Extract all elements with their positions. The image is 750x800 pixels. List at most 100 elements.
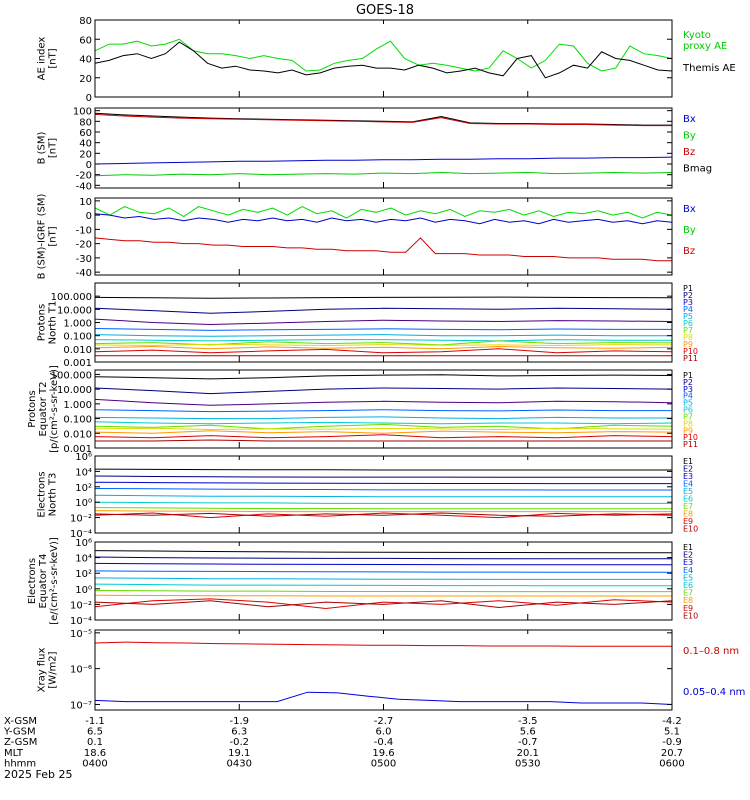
series-line-1 — [94, 641, 672, 647]
y-axis-label: [nT] — [48, 226, 59, 246]
legend-entry: E10 — [683, 611, 698, 620]
series-line-10 — [94, 512, 673, 517]
series-line-2 — [94, 41, 673, 79]
y-tick-label: 60 — [79, 128, 92, 139]
legend-entry: E1 — [683, 457, 693, 466]
y-tick-label: 20 — [79, 74, 92, 85]
series-line-3 — [94, 237, 672, 262]
legend-entry: E5 — [683, 487, 693, 496]
series-line-2 — [94, 475, 672, 478]
legend-entry: By — [683, 131, 696, 142]
legend-entry: E8 — [683, 596, 693, 605]
y-tick-label: 100 — [73, 107, 92, 118]
legend-entry: P9 — [683, 340, 693, 349]
y-tick-label: 10⁻⁵ — [70, 629, 92, 640]
series-line-2 — [94, 691, 673, 705]
legend-entry: Bmag — [683, 164, 712, 175]
legend-entry: E9 — [683, 517, 693, 526]
legend-entry: P5 — [683, 399, 693, 408]
legend-entry: P4 — [683, 392, 693, 401]
y-axis-label: Equator T4 — [38, 554, 49, 609]
legend-entry: P11 — [683, 354, 698, 363]
legend-entry: Bz — [683, 147, 695, 158]
series-line-7 — [94, 423, 673, 430]
y-tick-label: 10⁻⁴ — [70, 616, 92, 627]
legend-entry: E3 — [683, 558, 693, 567]
legend-entry: P7 — [683, 326, 693, 335]
series-line-7 — [94, 590, 672, 593]
legend-entry: P4 — [683, 305, 693, 314]
x-axis-value: 19.1 — [228, 748, 250, 759]
x-axis-value: 20.7 — [661, 748, 683, 759]
y-axis-label: AE index — [37, 37, 48, 81]
y-tick-label: 60 — [79, 35, 92, 46]
y-axis-label: [p/(cm²-s-sr-keV)] — [49, 365, 60, 453]
legend-entry: P11 — [683, 440, 698, 449]
y-tick-label: -30 — [76, 254, 92, 265]
y-tick-label: -20 — [76, 171, 92, 182]
y-tick-label: 10⁶ — [75, 538, 92, 549]
y-axis-label: [e/(cm²-s-sr-keV)] — [49, 537, 60, 625]
series-line-2 — [94, 387, 673, 395]
legend-entry: By — [683, 225, 696, 236]
panel-frame — [94, 197, 673, 276]
legend-entry: E3 — [683, 472, 693, 481]
y-tick-label: 0.010 — [63, 345, 92, 356]
y-axis-label: [nT] — [48, 138, 59, 158]
legend-entry: P7 — [683, 412, 693, 421]
legend-entry: P3 — [683, 298, 693, 307]
legend-entry: P6 — [683, 319, 693, 328]
series-line-2 — [94, 307, 673, 314]
legend-entry: E6 — [683, 495, 693, 504]
series-line-10 — [94, 434, 673, 439]
series-line-3 — [94, 398, 673, 406]
y-tick-label: 80 — [79, 117, 92, 128]
legend-entry: P8 — [683, 333, 693, 342]
panel-4: 100.000 10.000 1.000 0.100 0.010 0.001 Protons… — [37, 282, 698, 369]
x-axis-value: 5.1 — [664, 727, 680, 738]
legend-entry: P9 — [683, 426, 693, 435]
x-axis-value: 0430 — [227, 758, 252, 769]
y-tick-label: 100.000 — [51, 370, 92, 381]
legend-entry: Bx — [683, 204, 696, 215]
series-line-6 — [94, 501, 672, 504]
y-tick-label: 10⁻⁶ — [70, 665, 92, 676]
y-axis-label: North T1 — [48, 301, 59, 345]
panel-frame — [94, 107, 673, 189]
legend-entry: P2 — [683, 378, 693, 387]
x-axis-value: 0400 — [82, 758, 107, 769]
series-line-5 — [94, 494, 672, 498]
x-axis-value: 18.6 — [84, 748, 106, 759]
y-axis-label: B (SM) — [37, 131, 48, 164]
y-tick-label: 10.000 — [57, 305, 92, 316]
legend-entry: proxy AE — [683, 41, 727, 52]
y-tick-label: 0.100 — [63, 332, 92, 343]
legend-entry: E1 — [683, 543, 693, 552]
series-line-2 — [94, 556, 672, 560]
series-line-5 — [94, 416, 672, 420]
y-tick-label: 20 — [79, 149, 92, 160]
y-tick-label: 1.000 — [63, 400, 92, 411]
x-axis-value: -1.1 — [85, 716, 105, 727]
y-axis-label: [W/m2] — [48, 651, 59, 688]
series-line-5 — [94, 334, 672, 337]
series-line-8 — [94, 343, 673, 347]
series-line-1 — [94, 550, 672, 554]
y-tick-label: 40 — [79, 139, 92, 150]
y-tick-label: 10² — [75, 483, 92, 494]
series-line-2 — [94, 213, 673, 225]
series-line-4 — [94, 171, 673, 177]
legend-entry: E6 — [683, 581, 693, 590]
series-line-1 — [94, 296, 673, 299]
y-tick-label: 10⁶ — [75, 452, 92, 463]
x-axis-value: 6.3 — [231, 727, 247, 738]
series-line-8 — [94, 427, 673, 431]
series-line-1 — [94, 38, 673, 72]
series-line-4 — [94, 328, 672, 331]
x-axis-value: 0600 — [659, 758, 684, 769]
y-axis-label: Protons — [27, 390, 38, 427]
